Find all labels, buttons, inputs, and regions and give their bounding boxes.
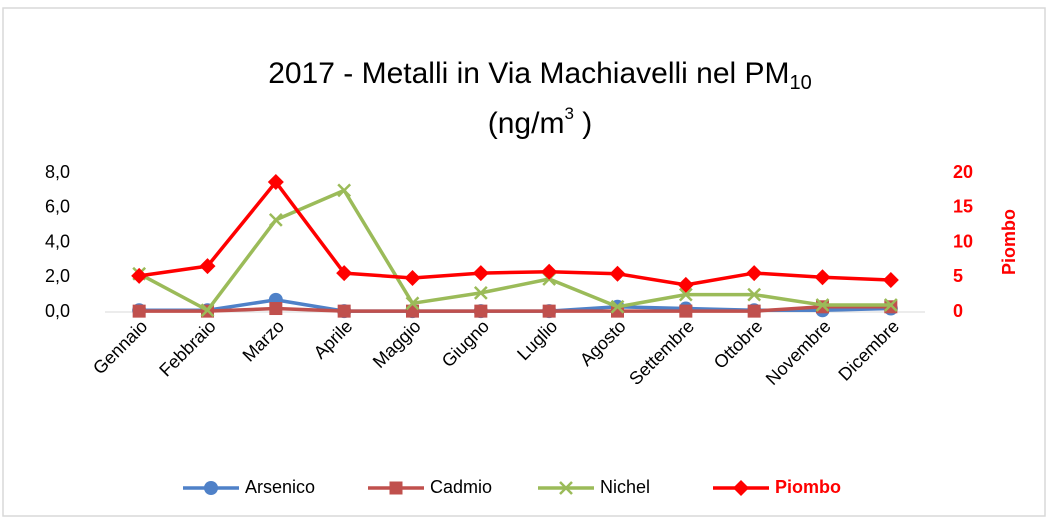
data-point [814,269,831,286]
chart-title: 2017 - Metalli in Via Machiavelli nel PM… [268,57,812,94]
y2-tick-label: 10 [953,231,973,251]
y-tick-label: 8,0 [45,162,70,182]
series-line [138,180,891,287]
data-point [474,304,488,318]
legend-marker [559,481,573,495]
y2-tick-label: 20 [953,162,973,182]
subtitle-text: ) [574,107,592,140]
data-point [269,302,283,316]
chart-frame [2,7,1046,517]
y-tick-label: 6,0 [45,197,70,217]
subtitle-superscript: 3 [564,104,573,123]
data-point [815,298,830,312]
series-line [139,305,891,313]
y2-axis-label: Piombo [999,209,1019,275]
data-point [132,304,146,318]
legend-marker [733,480,749,496]
data-point [336,265,353,282]
data-point [679,304,693,318]
data-point [882,272,899,289]
data-point [337,304,351,318]
data-point [609,265,626,282]
data-point [677,276,694,293]
series-line [138,188,891,313]
title-subscript: 10 [790,72,812,94]
data-point [472,265,489,282]
data-point [542,304,556,318]
y-tick-label: 2,0 [45,266,70,286]
data-point [883,298,898,312]
y-tick-label: 0,0 [45,301,70,321]
y2-tick-label: 0 [953,301,963,321]
title-text: 2017 - Metalli in Via Machiavelli nel PM [268,57,789,90]
data-point [268,213,283,227]
legend-label: Arsenico [245,477,315,497]
legend-label: Cadmio [430,477,492,497]
subtitle-text: (ng/m [488,107,565,140]
chart-subtitle: (ng/m3 ) [488,104,592,139]
data-point [747,304,761,318]
data-point [747,287,762,302]
data-point [337,183,352,198]
legend-marker [389,481,403,495]
y-tick-label: 4,0 [45,231,70,251]
data-point [267,174,284,191]
data-point [473,286,488,300]
data-point [541,263,558,280]
data-point [746,265,763,282]
y2-tick-label: 5 [953,266,963,286]
legend-marker [204,481,218,495]
y2-tick-label: 15 [953,197,973,217]
data-point [200,303,215,318]
data-point [678,287,693,302]
data-point [610,299,625,314]
legend-label: Piombo [775,477,841,497]
data-point [199,258,216,275]
data-point [404,269,421,286]
legend-label: Nichel [600,477,650,497]
data-point [405,296,420,311]
data-point [131,267,148,284]
